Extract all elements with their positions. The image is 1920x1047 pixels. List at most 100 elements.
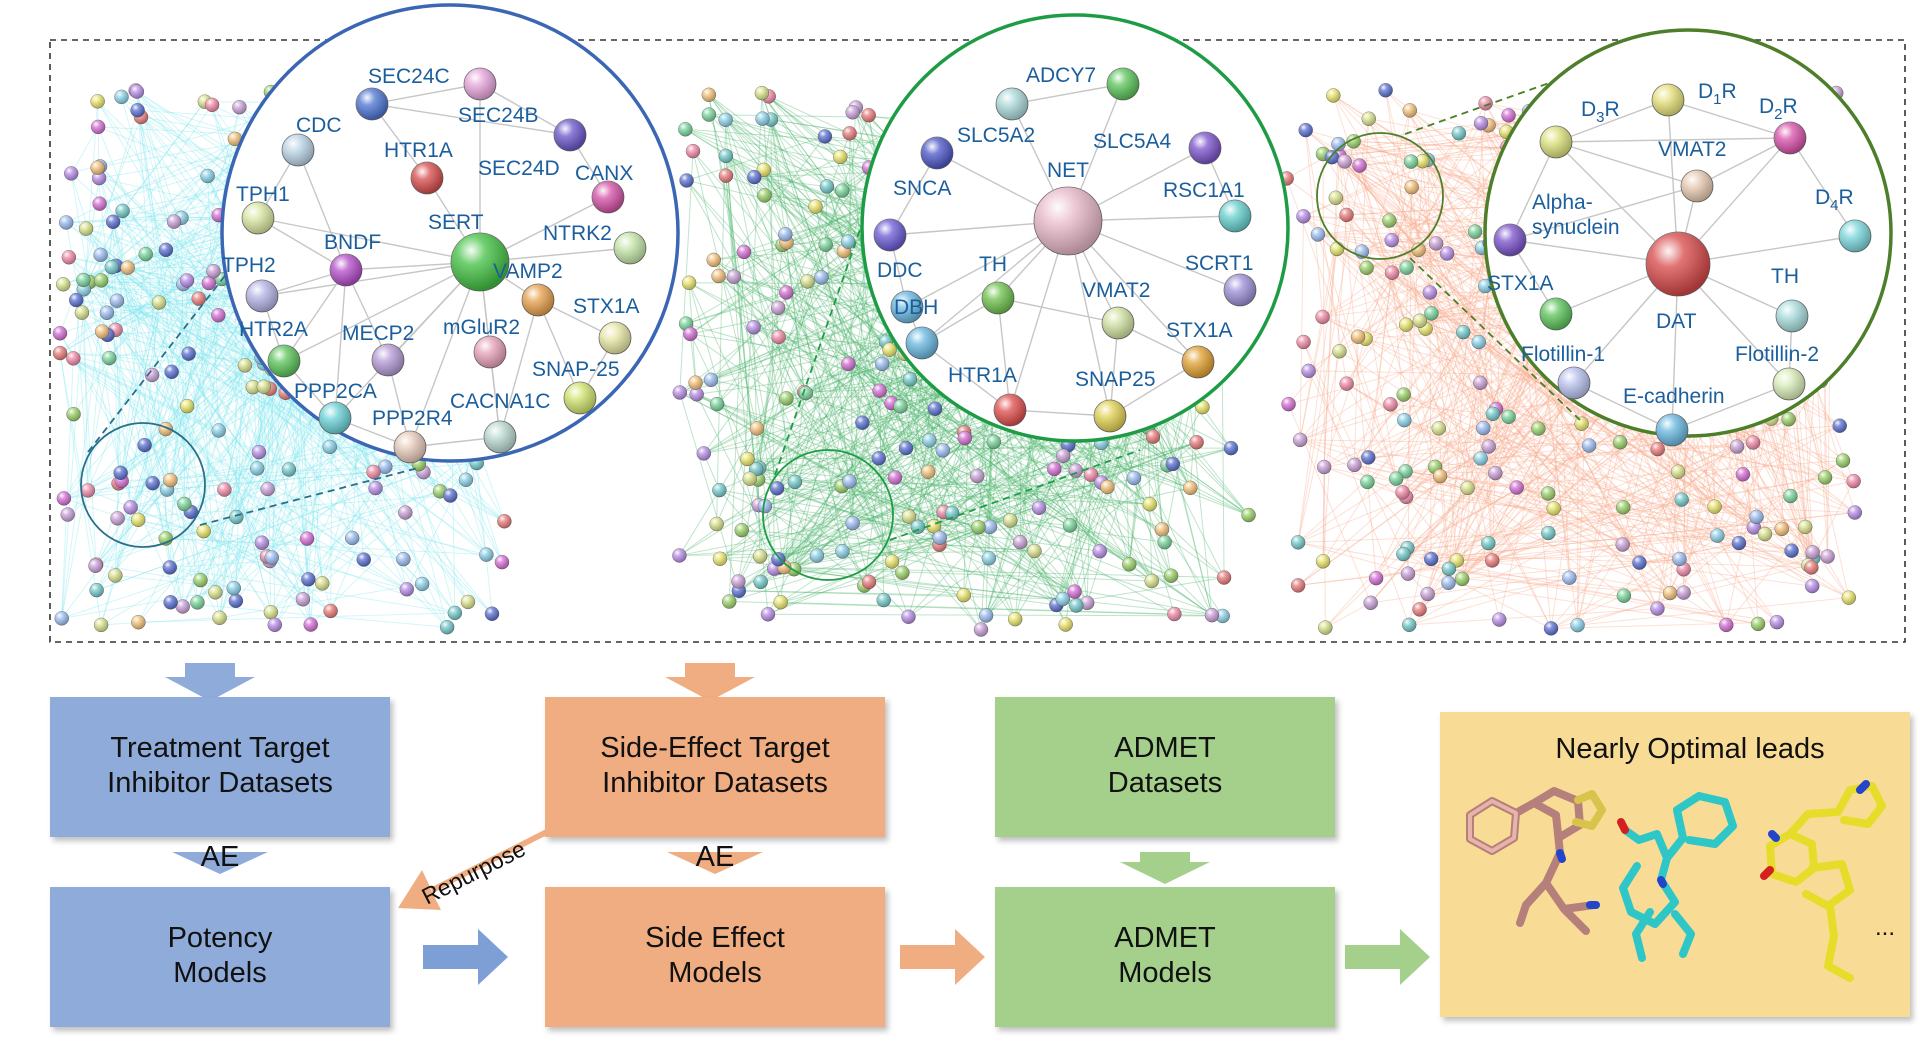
node-label-mglur2: mGluR2 <box>443 316 520 339</box>
side-effect-model-box: Side Effect Models <box>545 887 885 1027</box>
network-node-shine <box>100 306 114 320</box>
zoom2-node-9-shine <box>1102 307 1134 339</box>
network-node-shine <box>1575 417 1589 431</box>
network-node-shine <box>1510 480 1524 494</box>
network-node-shine <box>1751 617 1765 631</box>
network-node-shine <box>841 235 855 249</box>
treatment-dataset-box: Treatment Target Inhibitor Datasets <box>50 697 390 837</box>
arrow-potency-to-side <box>423 929 508 985</box>
network-node-shine <box>159 243 173 257</box>
zoom1-node-10-shine <box>246 280 278 312</box>
network-node-shine <box>1424 552 1438 566</box>
network-node-shine <box>164 595 178 609</box>
network-node-shine <box>1383 397 1397 411</box>
network-node-shine <box>367 465 381 479</box>
network-node-shine <box>131 615 145 629</box>
node-label-ppp2r4: PPP2R4 <box>372 407 453 430</box>
network-node-shine <box>1351 330 1365 344</box>
node-label-ntrk2: NTRK2 <box>543 222 612 245</box>
network-node-shine <box>124 500 138 514</box>
zoom1-node-9-shine <box>330 254 362 286</box>
admet-dataset-box: ADMET Datasets <box>995 697 1335 837</box>
network-node-shine <box>779 391 793 405</box>
network-node-shine <box>1317 460 1331 474</box>
network-node-shine <box>928 402 942 416</box>
down-arrow-green <box>1120 852 1210 884</box>
network-node-shine <box>1396 485 1410 499</box>
network-node-shine <box>1404 155 1418 169</box>
zoom2-node-5-shine <box>1219 200 1251 232</box>
network-node-shine <box>1405 180 1419 194</box>
network-node-shine <box>105 260 119 274</box>
network-node-shine <box>495 555 509 569</box>
network-node-shine <box>833 150 847 164</box>
admet-dataset-line1: ADMET <box>1114 732 1216 764</box>
network-node-shine <box>722 595 736 609</box>
network-node-shine <box>1719 618 1733 632</box>
network-node-shine <box>1473 376 1487 390</box>
network-node-shine <box>1400 261 1414 275</box>
network-node-shine <box>1396 547 1410 561</box>
network-edge <box>781 602 1175 614</box>
network-node-shine <box>1749 510 1763 524</box>
network-node-shine <box>1806 545 1820 559</box>
network-node-shine <box>1318 621 1332 635</box>
network-node-shine <box>64 166 78 180</box>
network-node-shine <box>1424 306 1438 320</box>
network-node-shine <box>971 520 985 534</box>
network-node-shine <box>1401 567 1415 581</box>
zoom3-node-6-shine <box>1646 232 1710 296</box>
network-node-shine <box>936 443 950 457</box>
zoom3-node-1-shine <box>1652 84 1684 116</box>
network-node-shine <box>885 554 899 568</box>
zoom1-node-3-shine <box>411 162 443 194</box>
node-label-htr2a: HTR2A <box>239 318 308 341</box>
network-node-shine <box>957 588 971 602</box>
admet-model-line1: ADMET <box>1114 922 1216 954</box>
network-node-shine <box>1485 553 1499 567</box>
network-node-shine <box>192 292 206 306</box>
network-node-shine <box>1758 527 1772 541</box>
network-node-shine <box>1492 613 1506 627</box>
network-node-shine <box>1146 430 1160 444</box>
node-label-th: TH <box>979 253 1007 276</box>
network-node-shine <box>459 473 473 487</box>
zoom2-node-4-shine <box>874 219 906 251</box>
network-node-shine <box>1433 469 1447 483</box>
network-node-shine <box>704 373 718 387</box>
network-node-shine <box>820 179 834 193</box>
network-node-shine <box>229 594 243 608</box>
network-node-shine <box>799 386 813 400</box>
network-node-shine <box>81 483 95 497</box>
network-node-shine <box>182 347 196 361</box>
network-node-shine <box>257 380 271 394</box>
network-node-shine <box>1785 544 1799 558</box>
network-node-shine <box>873 384 887 398</box>
network-node-shine <box>1732 536 1746 550</box>
network-node-shine <box>443 489 457 503</box>
network-node-shine <box>1155 522 1169 536</box>
network-node-shine <box>862 108 876 122</box>
treatment-box-line2: Inhibitor Datasets <box>107 767 333 799</box>
node-label-flotillin1: Flotillin-1 <box>1521 343 1605 366</box>
network-node-shine <box>843 126 857 140</box>
network-node-shine <box>974 623 988 637</box>
network-node-shine <box>755 86 769 100</box>
admet-model-line2: Models <box>1118 957 1212 989</box>
arrow-admet-to-leads <box>1345 929 1430 985</box>
network-node-shine <box>415 577 429 591</box>
network-node-shine <box>982 551 996 565</box>
network-node-shine <box>1167 607 1181 621</box>
network-node-shine <box>710 517 724 531</box>
network-node-shine <box>131 103 145 117</box>
network-node-shine <box>901 610 915 624</box>
ae-label-left: AE <box>201 841 240 873</box>
network-node-shine <box>1224 441 1238 455</box>
network-node-shine <box>1833 419 1847 433</box>
network-node-shine <box>163 560 177 574</box>
network-node-shine <box>894 399 908 413</box>
network-node-shine <box>206 264 220 278</box>
zoom1-node-8-shine <box>614 232 646 264</box>
network-node-shine <box>1338 154 1352 168</box>
network-node-shine <box>1429 236 1443 250</box>
